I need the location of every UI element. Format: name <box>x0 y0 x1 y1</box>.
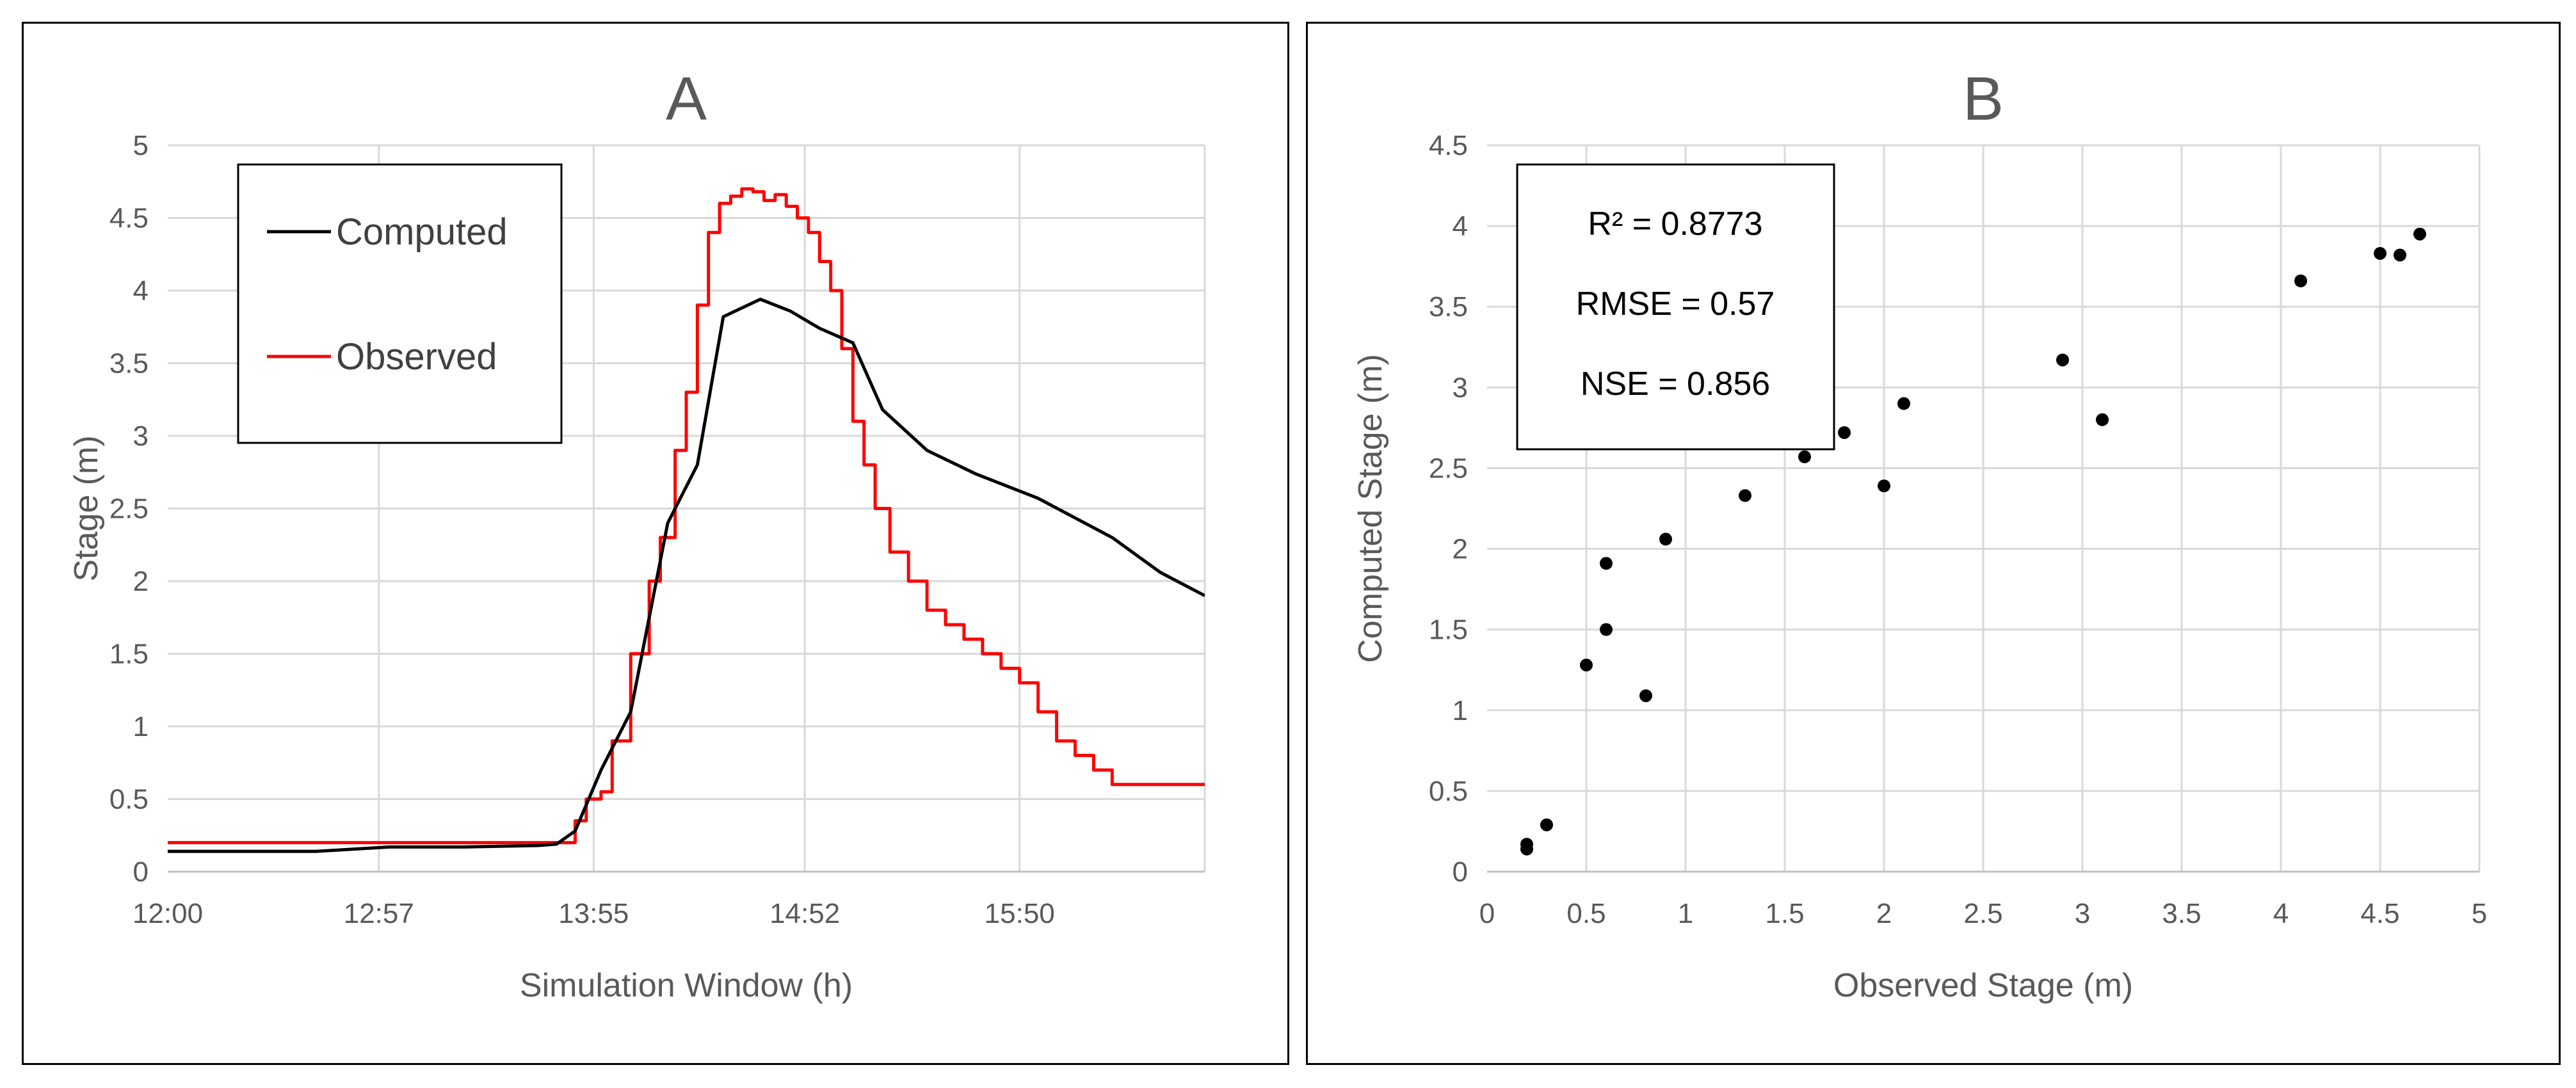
y-tick-label: 1 <box>133 711 149 742</box>
y-tick-label: 3.5 <box>109 348 149 380</box>
x-tick-label: 5 <box>2472 898 2487 929</box>
scatter-point <box>1580 659 1593 672</box>
x-tick-label: 3.5 <box>2162 898 2201 929</box>
y-tick-label: 3 <box>1453 372 1468 403</box>
scatter-point <box>2413 227 2426 241</box>
scatter-point <box>1600 557 1613 570</box>
x-tick-label: 0 <box>1479 898 1495 929</box>
legend-label-observed: Observed <box>336 336 497 378</box>
y-tick-label: 4.5 <box>109 203 149 234</box>
series-line-computed <box>168 298 1205 853</box>
chart-b-svg: B 0 0.5 1 1.5 2 2.5 3 3.5 4 4.5 0 0.5 1 1.5 2 2.5 3 3.5 4 4.… <box>1352 65 2487 1004</box>
x-axis-title: Simulation Window (h) <box>520 967 853 1004</box>
scatter-point <box>1600 623 1613 636</box>
scatter-point <box>2394 248 2406 262</box>
chart-panel-b: B 0 0.5 1 1.5 2 2.5 3 3.5 4 4.5 0 0.5 1 1.5 2 2.5 3 3.5 4 4.… <box>1306 22 2561 1065</box>
y-tick-label: 2 <box>133 566 149 597</box>
y-axis-title: Computed Stage (m) <box>1352 354 1389 663</box>
y-tick-label: 2.5 <box>1429 452 1468 484</box>
scatter-point <box>1639 689 1652 703</box>
chart-a-svg: A 0 0.5 1 1.5 2 2.5 3 3.5 4 4.5 5 12:00 12:57 13:55 14:… <box>68 65 1206 1004</box>
scatter-point <box>1540 818 1553 831</box>
scatter-point <box>1878 479 1890 493</box>
x-tick-label: 1 <box>1678 898 1693 929</box>
stats-box <box>1516 163 1835 451</box>
x-tick-label: 3 <box>2075 898 2090 929</box>
scatter-point <box>2294 274 2307 287</box>
y-tick-label: 3 <box>133 420 149 452</box>
y-tick-label: 2.5 <box>109 493 149 525</box>
y-tick-label: 4 <box>1453 211 1468 242</box>
y-axis-title: Stage (m) <box>68 435 105 581</box>
x-axis-title: Observed Stage (m) <box>1833 967 2133 1004</box>
y-tick-label: 0 <box>1453 856 1468 888</box>
y-tick-label: 1.5 <box>109 639 149 670</box>
x-tick-label: 4 <box>2273 898 2289 929</box>
y-tick-label: 1 <box>1453 695 1468 726</box>
chart-title: B <box>1963 65 2004 133</box>
scatter-point <box>1739 489 1751 502</box>
scatter-point <box>1897 397 1910 410</box>
x-tick-label: 4.5 <box>2360 898 2399 929</box>
x-tick-label: 13:55 <box>558 898 629 929</box>
chart-title: A <box>666 65 707 133</box>
y-tick-label: 5 <box>133 130 149 161</box>
y-tick-label: 3.5 <box>1429 291 1468 323</box>
y-tick-label: 2 <box>1453 534 1468 565</box>
y-tick-label: 1.5 <box>1429 614 1468 646</box>
series-line-observed <box>168 187 1205 845</box>
y-tick-label: 0 <box>133 856 149 888</box>
x-tick-label: 15:50 <box>985 898 1055 929</box>
chart-panel-a: A 0 0.5 1 1.5 2 2.5 3 3.5 4 4.5 5 12:00 12:57 13:55 14:… <box>22 22 1289 1065</box>
y-tick-label: 4.5 <box>1429 130 1468 161</box>
legend-label-computed: Computed <box>336 211 508 253</box>
stat-rmse: RMSE = 0.57 <box>1576 285 1775 323</box>
x-tick-label: 12:00 <box>133 898 203 929</box>
scatter-point <box>2096 413 2109 426</box>
scatter-point <box>2056 353 2069 367</box>
y-tick-label: 4 <box>133 275 149 307</box>
scatter-point <box>1838 426 1851 439</box>
y-tick-label: 0.5 <box>1429 776 1468 807</box>
scatter-point <box>1520 838 1533 851</box>
stat-r2: R² = 0.8773 <box>1588 205 1762 243</box>
x-tick-label: 0.5 <box>1566 898 1606 929</box>
scatter-point <box>1798 450 1811 463</box>
x-tick-label: 2 <box>1876 898 1892 929</box>
scatter-point <box>2374 246 2387 260</box>
x-tick-label: 2.5 <box>1963 898 2002 929</box>
y-tick-label: 0.5 <box>109 784 149 815</box>
x-tick-label: 14:52 <box>769 898 840 929</box>
x-tick-label: 1.5 <box>1765 898 1804 929</box>
x-tick-label: 12:57 <box>344 898 414 929</box>
scatter-point <box>1659 532 1672 546</box>
stat-nse: NSE = 0.856 <box>1581 365 1770 403</box>
legend-box <box>237 163 563 444</box>
